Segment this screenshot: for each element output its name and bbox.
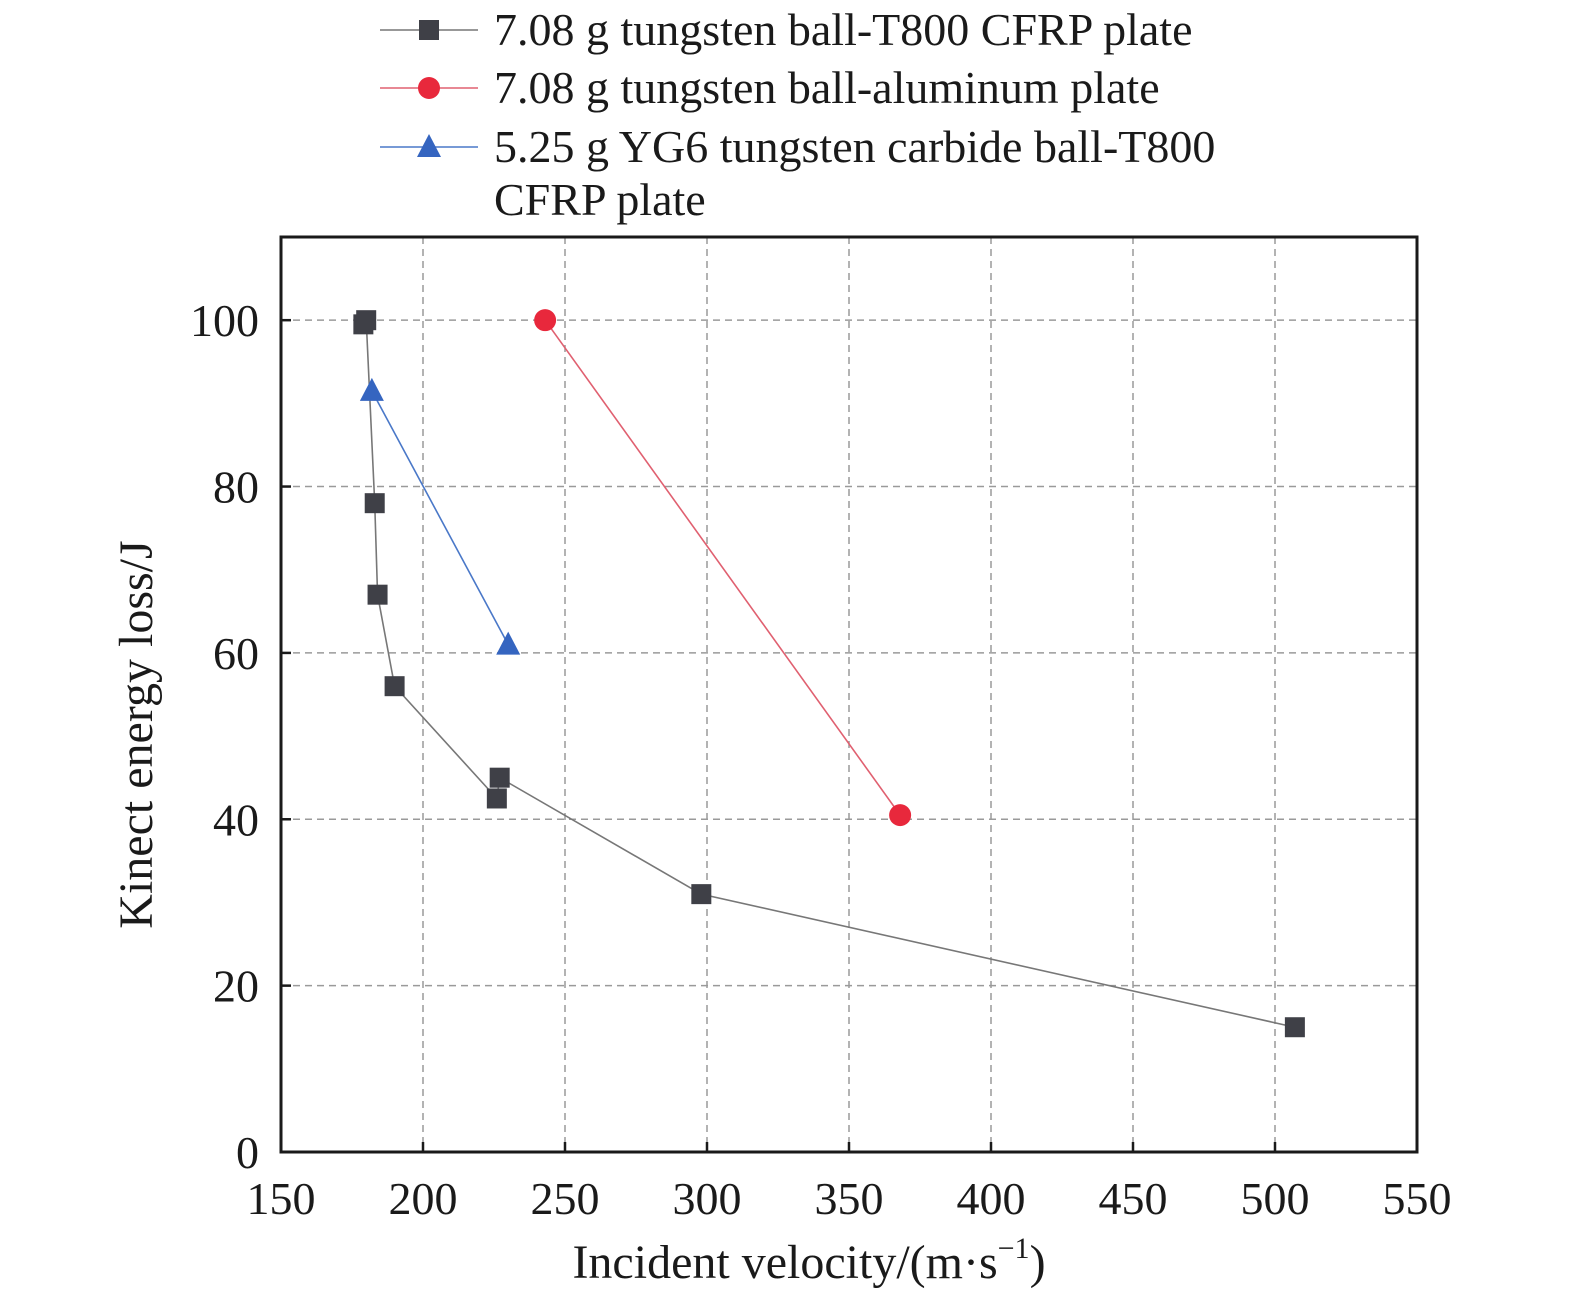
legend-marker-square bbox=[419, 20, 439, 40]
x-axis-title-close: ) bbox=[1030, 1236, 1046, 1289]
x-axis-title: Incident velocity/(m·s−1) bbox=[572, 1232, 1045, 1289]
grid-lines bbox=[281, 237, 1417, 1152]
legend-marker-shape bbox=[417, 134, 441, 157]
x-tick-label: 350 bbox=[815, 1173, 884, 1224]
y-tick-label: 40 bbox=[213, 794, 259, 845]
data-point-square bbox=[367, 584, 388, 605]
data-point-square bbox=[691, 884, 712, 905]
legend-entry-series-1: 7.08 g tungsten ball-T800 CFRP plate bbox=[380, 4, 1193, 55]
data-point-triangle bbox=[496, 631, 521, 655]
series-1 bbox=[353, 310, 1305, 1038]
data-point-circle bbox=[889, 804, 912, 827]
x-tick-label: 150 bbox=[247, 1173, 316, 1224]
series-line bbox=[371, 390, 509, 645]
x-tick-label: 250 bbox=[531, 1173, 600, 1224]
y-tick-label: 80 bbox=[213, 462, 259, 513]
legend-marker-shape bbox=[418, 77, 440, 99]
legend-label-series-3: 5.25 g YG6 tungsten carbide ball-T800 bbox=[494, 121, 1215, 172]
series-3 bbox=[359, 377, 521, 655]
x-tick-label: 550 bbox=[1383, 1173, 1452, 1224]
x-tick-label: 200 bbox=[389, 1173, 458, 1224]
legend-entry-series-3: 5.25 g YG6 tungsten carbide ball-T800 CF… bbox=[380, 121, 1215, 225]
y-tick-label: 100 bbox=[190, 295, 259, 346]
y-tick-label: 0 bbox=[236, 1127, 259, 1178]
series-layer bbox=[353, 309, 1305, 1038]
x-axis-title-main: Incident velocity/(m·s bbox=[572, 1236, 997, 1289]
data-point-circle bbox=[534, 309, 557, 332]
y-axis-title: Kinect energy loss/J bbox=[110, 540, 163, 928]
series-line bbox=[544, 319, 901, 816]
legend: 7.08 g tungsten ball-T800 CFRP plate 7.0… bbox=[380, 4, 1215, 225]
data-point-square bbox=[384, 676, 405, 697]
data-point-square bbox=[489, 767, 510, 788]
legend-marker-triangle bbox=[417, 134, 441, 157]
legend-marker-shape bbox=[419, 20, 439, 40]
legend-label-series-1: 7.08 g tungsten ball-T800 CFRP plate bbox=[494, 4, 1193, 55]
data-point-square bbox=[356, 310, 377, 331]
series-2 bbox=[534, 309, 912, 827]
x-axis-title-superscript: −1 bbox=[998, 1232, 1030, 1265]
legend-marker-circle bbox=[418, 77, 440, 99]
x-tick-label: 500 bbox=[1241, 1173, 1310, 1224]
series-line bbox=[362, 317, 1296, 1029]
x-tick-label: 450 bbox=[1099, 1173, 1168, 1224]
data-point-square bbox=[1284, 1017, 1305, 1038]
legend-entry-series-2: 7.08 g tungsten ball-aluminum plate bbox=[380, 62, 1160, 113]
axis-ticks: 150 200 250 300 350 400 450 500 550 0 20 40 60 80 100 bbox=[190, 295, 1452, 1224]
y-tick-label: 60 bbox=[213, 628, 259, 679]
legend-label-series-2: 7.08 g tungsten ball-aluminum plate bbox=[494, 62, 1160, 113]
y-tick-label: 20 bbox=[213, 961, 259, 1012]
data-point-triangle bbox=[359, 377, 384, 401]
x-tick-label: 300 bbox=[673, 1173, 742, 1224]
x-tick-label: 400 bbox=[957, 1173, 1026, 1224]
legend-label-series-3-line2: CFRP plate bbox=[494, 174, 706, 225]
data-point-square bbox=[486, 788, 507, 809]
data-point-square bbox=[364, 493, 385, 514]
